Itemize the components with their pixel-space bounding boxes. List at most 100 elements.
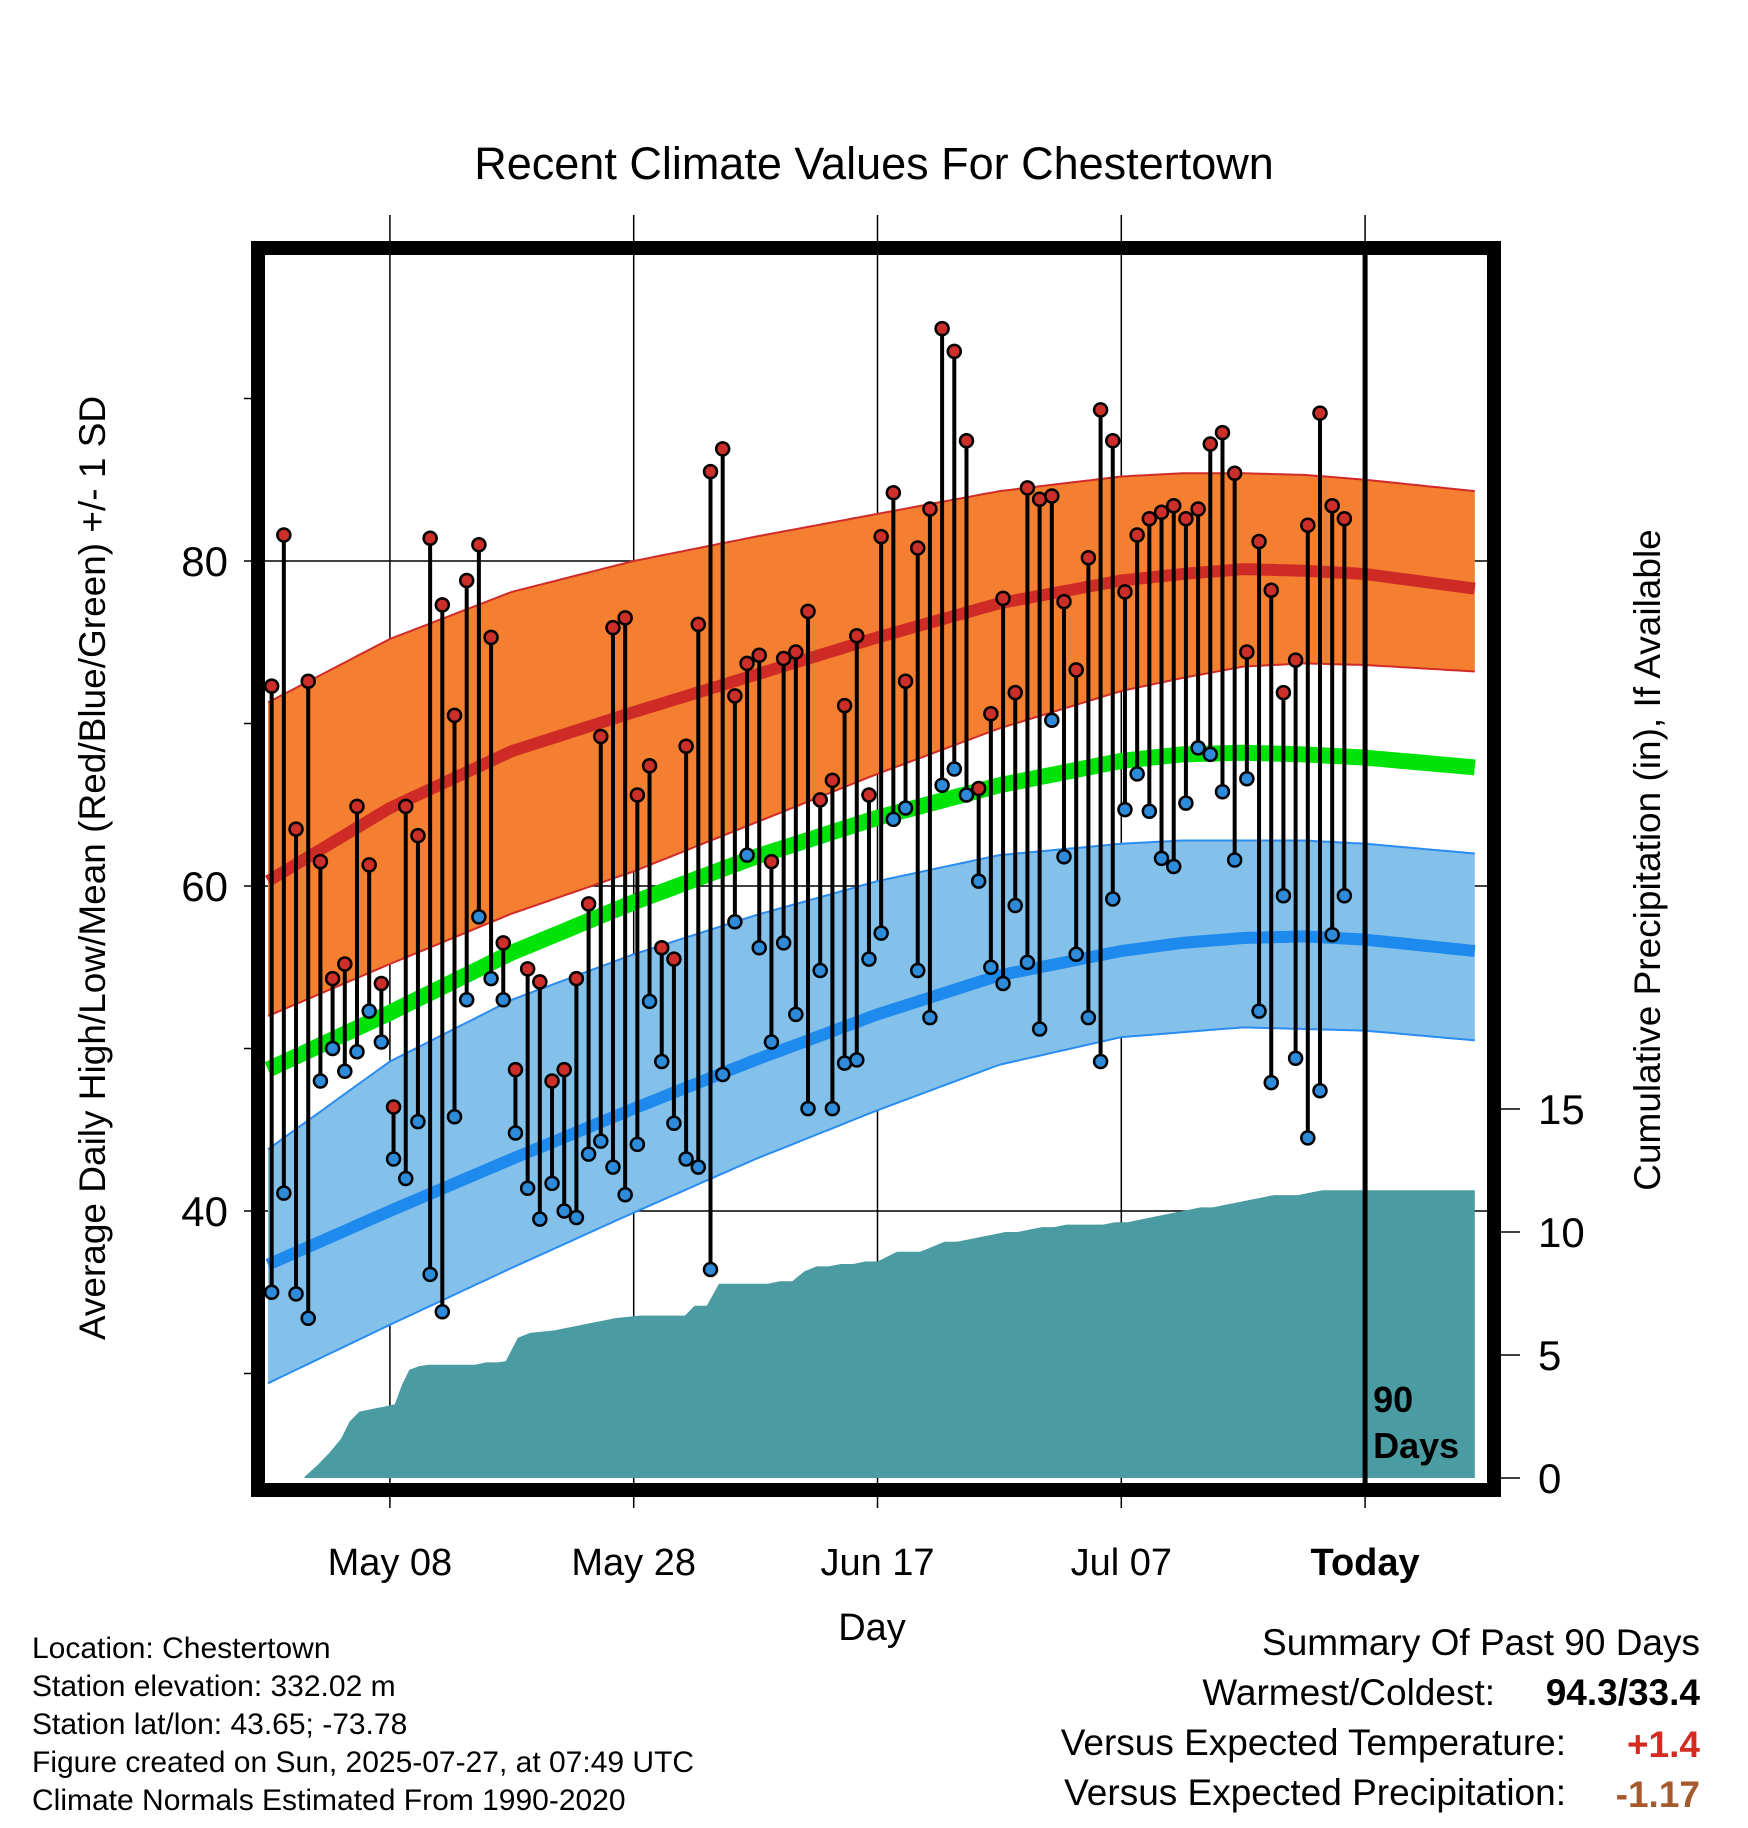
daily-low-point bbox=[312, 1073, 329, 1089]
daily-high-point bbox=[422, 530, 438, 546]
daily-low-point bbox=[1105, 891, 1121, 907]
daily-low-point bbox=[983, 959, 999, 975]
daily-low-point bbox=[446, 1109, 463, 1125]
summary-precip-value: -1.17 bbox=[1615, 1774, 1700, 1815]
daily-low-point bbox=[739, 847, 755, 863]
daily-low-point bbox=[958, 787, 975, 803]
daily-high-point bbox=[1324, 498, 1340, 514]
x-tick-label: May 08 bbox=[328, 1542, 453, 1584]
axes: 40 60 80 0 5 10 15 May 08 May 28 Jun 17 Jul 07 Toda… bbox=[72, 396, 1668, 1649]
daily-high-point bbox=[1202, 436, 1219, 452]
daily-high-point bbox=[1300, 517, 1316, 533]
daily-low-point bbox=[873, 925, 889, 941]
daily-low-point bbox=[1007, 897, 1023, 914]
daily-low-point bbox=[788, 1006, 804, 1023]
info-normals: Climate Normals Estimated From 1990-2020 bbox=[32, 1784, 626, 1817]
daily-high-point bbox=[605, 619, 621, 636]
daily-high-point bbox=[1129, 527, 1145, 543]
normal-low-line bbox=[265, 930, 1476, 1271]
daily-high-point bbox=[1056, 593, 1072, 610]
info-location: Location: Chestertown bbox=[32, 1632, 331, 1665]
x-tick-label: Jun 17 bbox=[820, 1542, 934, 1584]
daily-low-point bbox=[970, 873, 987, 889]
daily-high-point bbox=[1117, 584, 1133, 600]
chart-title: Recent Climate Values For Chestertown bbox=[474, 138, 1274, 189]
daily-low-point bbox=[556, 1203, 572, 1219]
precip-area bbox=[304, 1190, 1475, 1478]
daily-low-point bbox=[690, 1159, 707, 1175]
daily-high-point bbox=[1105, 433, 1121, 449]
daily-high-point bbox=[276, 527, 292, 543]
summary-warmest-label: Warmest/Coldest: bbox=[1202, 1672, 1495, 1713]
daily-low-point bbox=[824, 1100, 841, 1117]
daily-low-point bbox=[410, 1113, 426, 1130]
summary-precip-label: Versus Expected Precipitation: bbox=[1064, 1772, 1566, 1813]
daily-high-point bbox=[775, 650, 792, 667]
daily-high-point bbox=[970, 780, 987, 797]
daily-high-point bbox=[800, 603, 816, 620]
daily-low-point bbox=[934, 777, 950, 793]
daily-low-point bbox=[434, 1304, 451, 1320]
daily-high-point bbox=[1275, 684, 1292, 701]
daily-high-point bbox=[812, 792, 828, 808]
y2-tick-label: 0 bbox=[1538, 1455, 1561, 1502]
daily-low-point bbox=[1080, 1009, 1097, 1026]
summary-title: Summary Of Past 90 Days bbox=[1262, 1622, 1700, 1663]
daily-low-point bbox=[812, 962, 828, 979]
y-tick-label: 60 bbox=[181, 863, 228, 910]
daily-low-point bbox=[763, 1034, 780, 1050]
daily-low-point bbox=[1141, 803, 1158, 819]
daily-high-point bbox=[410, 827, 426, 844]
daily-low-point bbox=[1214, 784, 1231, 800]
daily-high-point bbox=[861, 787, 877, 803]
daily-high-point bbox=[873, 528, 889, 545]
daily-high-point bbox=[983, 706, 999, 722]
daily-high-point bbox=[1092, 402, 1109, 418]
daily-low-point bbox=[1019, 954, 1036, 971]
daily-high-point bbox=[1165, 498, 1182, 514]
daily-high-point bbox=[763, 853, 780, 870]
y-tick-label: 80 bbox=[181, 538, 228, 585]
daily-high-point bbox=[1336, 511, 1353, 527]
y-tick-label: 40 bbox=[181, 1188, 228, 1235]
daily-high-point bbox=[397, 798, 414, 815]
daily-low-point bbox=[861, 951, 877, 967]
daily-high-point bbox=[739, 655, 755, 672]
daily-high-point bbox=[727, 688, 743, 704]
daily-high-point bbox=[519, 961, 536, 977]
daily-high-point bbox=[653, 940, 670, 956]
daily-high-point bbox=[678, 738, 694, 754]
daily-low-point bbox=[897, 800, 914, 816]
daily-high-point bbox=[446, 707, 463, 724]
daily-high-point bbox=[324, 970, 341, 987]
daily-low-point bbox=[775, 935, 792, 951]
daily-low-point bbox=[1336, 888, 1353, 904]
daily-low-point bbox=[1056, 849, 1072, 865]
daily-low-point bbox=[727, 914, 743, 930]
daily-low-point bbox=[751, 940, 768, 956]
daily-low-point bbox=[1153, 850, 1170, 867]
daily-low-point bbox=[1044, 712, 1060, 728]
daily-low-point bbox=[361, 1003, 377, 1019]
daily-high-point bbox=[922, 501, 938, 517]
daily-low-point bbox=[1312, 1083, 1328, 1099]
daily-low-point bbox=[800, 1100, 816, 1117]
summary-temp-label: Versus Expected Temperature: bbox=[1060, 1722, 1566, 1763]
daily-high-point bbox=[897, 673, 914, 689]
daily-high-point bbox=[641, 758, 658, 774]
daily-low-point bbox=[288, 1286, 304, 1302]
daily-low-point bbox=[1275, 888, 1292, 904]
daily-low-point bbox=[1068, 946, 1084, 962]
daily-high-point bbox=[1153, 504, 1170, 520]
daily-high-point bbox=[1141, 511, 1158, 527]
daily-high-point bbox=[349, 798, 365, 815]
daily-low-point bbox=[1324, 927, 1340, 943]
daily-low-point bbox=[1190, 740, 1206, 756]
normal-mean-line bbox=[265, 744, 1476, 1077]
high-minus-sd-line bbox=[267, 662, 1475, 1017]
y2-tick-label: 15 bbox=[1538, 1086, 1585, 1133]
daily-high-point bbox=[1080, 550, 1097, 566]
daily-high-point bbox=[495, 935, 512, 951]
daily-high-point bbox=[483, 629, 499, 646]
